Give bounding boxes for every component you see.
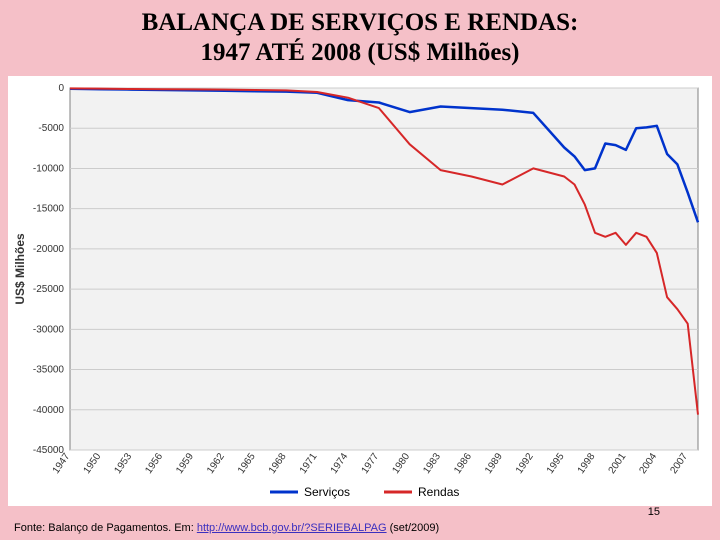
svg-text:1980: 1980 (390, 451, 412, 476)
svg-text:1998: 1998 (576, 451, 598, 476)
svg-text:0: 0 (58, 83, 64, 94)
svg-text:-25000: -25000 (33, 284, 65, 295)
svg-text:1971: 1971 (298, 451, 320, 476)
title-line-1: BALANÇA DE SERVIÇOS E RENDAS: (30, 8, 690, 38)
svg-text:2004: 2004 (638, 451, 660, 476)
footer: Fonte: Balanço de Pagamentos. Em: http:/… (0, 522, 720, 534)
svg-text:2007: 2007 (668, 451, 690, 476)
svg-text:1989: 1989 (483, 451, 505, 476)
svg-text:1977: 1977 (360, 451, 382, 476)
svg-text:1995: 1995 (545, 451, 567, 476)
svg-text:1986: 1986 (452, 451, 474, 476)
svg-text:-5000: -5000 (38, 123, 64, 134)
footer-suffix: (set/2009) (387, 522, 440, 534)
line-chart: 0 -5000 -10000 -15000 -20000 -25000 -30000 -350… (8, 76, 712, 506)
svg-text:1956: 1956 (143, 451, 165, 476)
footer-prefix: Fonte: Balanço de Pagamentos. Em: (14, 522, 197, 534)
svg-text:1959: 1959 (174, 451, 196, 476)
svg-text:2001: 2001 (607, 451, 629, 476)
chart-panel: 0 -5000 -10000 -15000 -20000 -25000 -30000 -350… (8, 76, 712, 506)
svg-text:1974: 1974 (329, 451, 351, 476)
slide-title: BALANÇA DE SERVIÇOS E RENDAS: 1947 ATÉ 2… (0, 0, 720, 72)
footer-link[interactable]: http://www.bcb.gov.br/?SERIEBALPAG (197, 522, 387, 534)
svg-text:-35000: -35000 (33, 365, 65, 376)
svg-text:1965: 1965 (236, 451, 258, 476)
svg-text:Rendas: Rendas (418, 485, 459, 499)
svg-text:1968: 1968 (267, 451, 289, 476)
svg-text:1983: 1983 (421, 451, 443, 476)
svg-text:Serviços: Serviços (304, 485, 350, 499)
slide: BALANÇA DE SERVIÇOS E RENDAS: 1947 ATÉ 2… (0, 0, 720, 540)
svg-text:1950: 1950 (82, 451, 104, 476)
svg-text:US$ Milhões: US$ Milhões (13, 233, 27, 305)
svg-text:1962: 1962 (205, 451, 227, 476)
svg-text:-45000: -45000 (33, 445, 65, 456)
svg-text:-40000: -40000 (33, 405, 65, 416)
svg-text:1953: 1953 (112, 451, 134, 476)
svg-text:1992: 1992 (514, 451, 536, 476)
svg-text:-10000: -10000 (33, 163, 65, 174)
title-line-2: 1947 ATÉ 2008 (US$ Milhões) (30, 38, 690, 68)
svg-text:-20000: -20000 (33, 244, 65, 255)
svg-text:-15000: -15000 (33, 204, 65, 215)
page-number: 15 (648, 506, 660, 518)
svg-text:-30000: -30000 (33, 324, 65, 335)
